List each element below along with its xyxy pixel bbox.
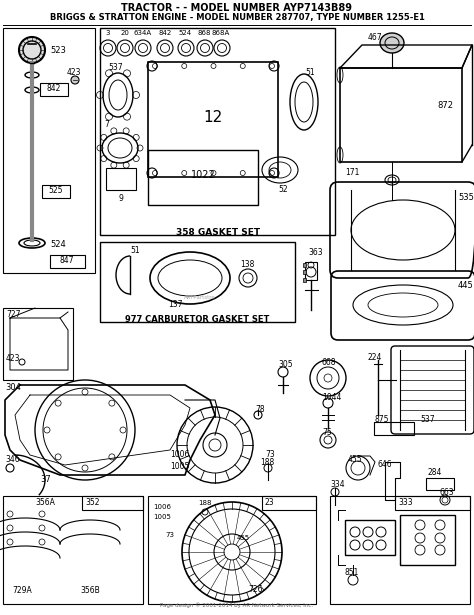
Text: 188: 188 bbox=[198, 500, 211, 506]
Bar bbox=[303, 270, 306, 274]
Text: 188: 188 bbox=[260, 458, 274, 467]
Text: 51: 51 bbox=[130, 246, 140, 255]
Bar bbox=[50, 255, 85, 268]
Text: 726: 726 bbox=[248, 585, 263, 594]
Bar bbox=[262, 496, 316, 510]
Text: 52: 52 bbox=[278, 185, 288, 194]
Bar bbox=[40, 83, 68, 96]
Bar bbox=[148, 150, 258, 205]
Text: TRACTOR - - MODEL NUMBER AYP7143B89: TRACTOR - - MODEL NUMBER AYP7143B89 bbox=[121, 3, 353, 13]
Bar bbox=[400, 515, 455, 565]
Text: 524: 524 bbox=[178, 30, 191, 36]
Text: 1006: 1006 bbox=[153, 504, 171, 510]
Text: 868A: 868A bbox=[212, 30, 230, 36]
Text: 1005: 1005 bbox=[170, 462, 190, 471]
Text: 847: 847 bbox=[60, 256, 74, 265]
Text: 842: 842 bbox=[158, 30, 172, 36]
Text: 977 CARBURETOR GASKET SET: 977 CARBURETOR GASKET SET bbox=[125, 315, 269, 324]
Text: 137: 137 bbox=[168, 300, 182, 309]
Text: 171: 171 bbox=[345, 168, 359, 177]
Text: 333: 333 bbox=[398, 498, 413, 507]
Text: 9: 9 bbox=[118, 194, 123, 203]
Text: 1022: 1022 bbox=[191, 170, 215, 180]
Text: 3: 3 bbox=[106, 30, 110, 36]
Text: ARTPartstre: ARTPartstre bbox=[184, 295, 216, 300]
Text: 304: 304 bbox=[5, 383, 21, 392]
Text: 423: 423 bbox=[6, 354, 20, 363]
Text: 78: 78 bbox=[255, 405, 264, 414]
Bar bbox=[345, 520, 395, 555]
Bar bbox=[106, 168, 136, 190]
Bar bbox=[303, 278, 306, 282]
Text: 73: 73 bbox=[265, 450, 275, 459]
Text: 7: 7 bbox=[104, 120, 109, 129]
Text: 668: 668 bbox=[322, 358, 337, 367]
Text: 356A: 356A bbox=[35, 498, 55, 507]
Text: 423: 423 bbox=[67, 68, 82, 77]
Text: 537: 537 bbox=[108, 63, 123, 72]
Text: 646: 646 bbox=[378, 460, 392, 469]
Bar bbox=[374, 422, 414, 435]
Text: 73: 73 bbox=[165, 532, 174, 538]
Text: 1006: 1006 bbox=[170, 450, 190, 459]
Text: 358 GASKET SET: 358 GASKET SET bbox=[176, 228, 260, 237]
Bar bbox=[305, 262, 317, 280]
Bar bbox=[395, 496, 470, 510]
Bar bbox=[82, 496, 143, 510]
Text: 524: 524 bbox=[50, 240, 66, 249]
Ellipse shape bbox=[380, 33, 404, 53]
Text: 20: 20 bbox=[120, 30, 129, 36]
Text: 525: 525 bbox=[49, 186, 63, 195]
Bar bbox=[148, 496, 316, 604]
Text: 224: 224 bbox=[368, 353, 383, 362]
Text: 868: 868 bbox=[197, 30, 211, 36]
Text: 363: 363 bbox=[308, 248, 323, 257]
Text: 305: 305 bbox=[278, 360, 292, 369]
Text: 467: 467 bbox=[368, 33, 383, 42]
Bar bbox=[148, 62, 278, 177]
Text: 727: 727 bbox=[6, 310, 20, 319]
Text: 875: 875 bbox=[375, 415, 390, 424]
Bar bbox=[3, 308, 73, 380]
Text: BRIGGS & STRATTON ENGINE - MODEL NUMBER 287707, TYPE NUMBER 1255-E1: BRIGGS & STRATTON ENGINE - MODEL NUMBER … bbox=[50, 13, 424, 22]
Text: 729A: 729A bbox=[12, 586, 32, 595]
Text: 535: 535 bbox=[458, 193, 474, 202]
Text: Page design © 2001-2014 by AR Network Services, Inc.: Page design © 2001-2014 by AR Network Se… bbox=[160, 602, 314, 608]
Text: 851: 851 bbox=[345, 568, 359, 577]
Bar bbox=[426, 478, 454, 490]
Text: 23: 23 bbox=[265, 498, 274, 507]
Text: 37: 37 bbox=[40, 475, 51, 484]
Text: 352: 352 bbox=[85, 498, 100, 507]
Text: 1044: 1044 bbox=[322, 393, 341, 402]
Bar bbox=[42, 185, 70, 198]
Bar bbox=[330, 496, 470, 604]
Text: 455: 455 bbox=[237, 535, 250, 541]
Bar bbox=[3, 28, 95, 273]
Bar bbox=[303, 263, 306, 267]
Text: 51: 51 bbox=[305, 68, 315, 77]
Text: 445: 445 bbox=[458, 281, 474, 290]
Bar bbox=[3, 496, 143, 604]
Text: 334: 334 bbox=[330, 480, 345, 489]
Text: 872: 872 bbox=[437, 100, 453, 109]
Text: 75: 75 bbox=[322, 428, 332, 437]
Text: 12: 12 bbox=[203, 109, 223, 124]
Text: 138: 138 bbox=[240, 260, 255, 269]
Text: 455: 455 bbox=[348, 455, 363, 464]
Text: 663: 663 bbox=[440, 488, 455, 497]
Text: 356B: 356B bbox=[80, 586, 100, 595]
Text: 537: 537 bbox=[420, 415, 435, 424]
Text: 284: 284 bbox=[428, 468, 442, 477]
Bar bbox=[100, 242, 295, 322]
Text: 634A: 634A bbox=[134, 30, 152, 36]
Text: 346: 346 bbox=[5, 455, 19, 464]
Bar bbox=[100, 28, 335, 235]
Text: 842: 842 bbox=[47, 84, 61, 93]
Text: 1005: 1005 bbox=[153, 514, 171, 520]
Circle shape bbox=[19, 37, 45, 63]
Text: 523: 523 bbox=[50, 46, 66, 55]
Circle shape bbox=[71, 76, 79, 84]
